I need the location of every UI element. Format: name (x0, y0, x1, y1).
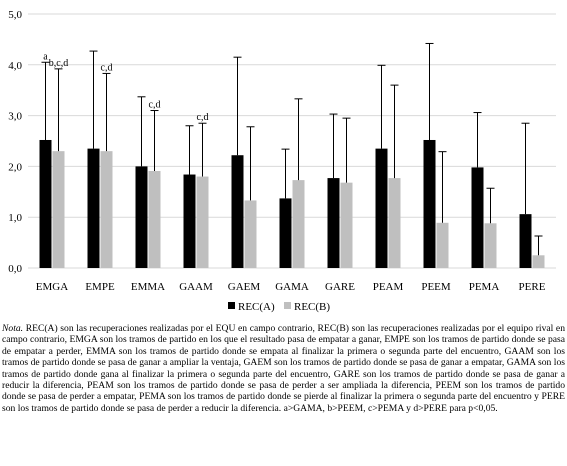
x-tick-label: GAMA (275, 281, 309, 293)
significance-label: c,d (149, 100, 161, 111)
significance-label: c,d (101, 62, 113, 73)
bar-rec-b (388, 178, 401, 268)
legend-swatch (284, 302, 291, 309)
x-tick-label: EMPE (85, 281, 115, 293)
y-tick-label: 4,0 (8, 60, 22, 72)
bar-rec-b (148, 170, 161, 268)
x-tick-label: GARE (325, 281, 355, 293)
bar-rec-a (279, 198, 292, 268)
bar-rec-a (231, 155, 244, 268)
x-tick-label: PERE (519, 281, 546, 293)
bar-rec-a (327, 178, 340, 268)
x-tick-label: PEEM (421, 281, 451, 293)
y-axis-tick-labels: 0,0 1,0 2,0 3,0 4,0 5,0 (8, 9, 22, 275)
x-tick-label: EMGA (36, 281, 68, 293)
bar-rec-b (52, 151, 65, 268)
error-bars (41, 42, 543, 256)
x-tick-label: GAEM (228, 281, 261, 293)
bar-rec-a (423, 139, 436, 268)
significance-labels: ab,c,d c,d c,d c,d (43, 51, 208, 123)
bar-rec-b (292, 180, 305, 268)
bar-rec-b (436, 222, 449, 268)
bar-rec-a (183, 174, 196, 268)
bar-chart: 0,01,02,03,04,05,0 ab,c,d c,dc,dc,d EMGA E… (8, 9, 556, 313)
bar-rec-b (484, 223, 497, 268)
note-text: REC(A) son las recuperaciones realizadas… (2, 323, 565, 414)
significance-label: a (43, 51, 48, 62)
significance-label: c,d (197, 112, 209, 123)
bars (39, 139, 545, 268)
x-tick-label: GAAM (179, 281, 213, 293)
y-tick-label: 0,0 (8, 263, 22, 275)
bar-rec-a (375, 148, 388, 268)
bar-rec-b (340, 182, 353, 268)
bar-rec-a (135, 166, 148, 268)
gridlines (28, 13, 556, 269)
y-tick-label: 2,0 (8, 161, 22, 173)
x-tick-label: PEMA (469, 281, 500, 293)
bar-rec-a (87, 148, 100, 268)
note-label: Nota. (2, 323, 24, 334)
bar-rec-b (100, 151, 113, 268)
figure-note: Nota. REC(A) son las recuperaciones real… (2, 323, 565, 414)
y-tick-label: 3,0 (8, 111, 22, 123)
bar-rec-b (196, 176, 209, 268)
bar-rec-b (532, 255, 545, 268)
y-tick-label: 1,0 (8, 212, 22, 224)
y-tick-label: 5,0 (8, 9, 22, 21)
bar-rec-a (471, 167, 484, 268)
bar-rec-a (39, 139, 52, 268)
x-axis-tick-labels: EMGA EMPE EMMA GAAM GAEM GAMA GARE PEAM PEEM PEMA… (36, 281, 546, 293)
legend-label: REC(B) (294, 301, 330, 313)
bar-rec-a (519, 214, 532, 268)
significance-label: b,c,d (49, 58, 68, 69)
x-tick-label: EMMA (131, 281, 165, 293)
x-tick-label: PEAM (373, 281, 404, 293)
bar-rec-b (244, 200, 257, 268)
legend-swatch (228, 302, 235, 309)
legend-label: REC(A) (238, 301, 275, 313)
legend: REC(A) REC(B) (228, 301, 330, 313)
